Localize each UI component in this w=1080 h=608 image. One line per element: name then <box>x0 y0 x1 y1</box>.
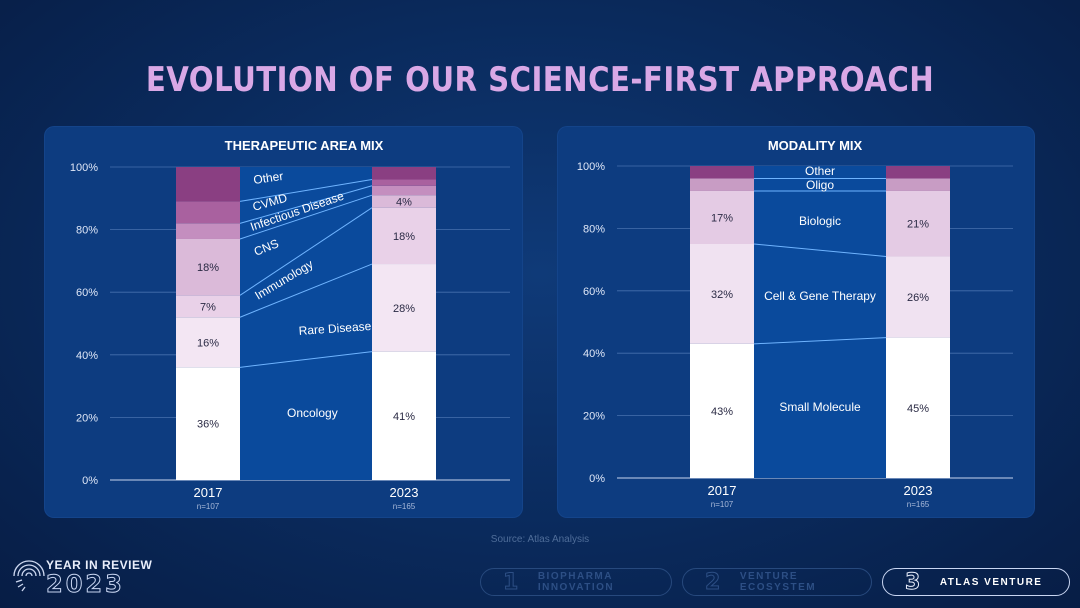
data-label: 17% <box>711 212 733 224</box>
nav-label: ATLAS VENTURE <box>939 576 1043 588</box>
data-label: 36% <box>197 419 219 431</box>
bar-segment <box>886 337 950 478</box>
bar-segment <box>886 166 950 179</box>
nav-number: 3 <box>905 569 922 595</box>
sample-size-label: n=165 <box>393 502 416 511</box>
bar-segment <box>886 190 950 257</box>
bar-segment <box>176 295 240 318</box>
flow-connector <box>239 351 373 368</box>
logo-line2: 2023 <box>46 570 125 599</box>
y-tick-label: 20% <box>76 412 98 424</box>
source-note: Source: Atlas Analysis <box>490 534 590 545</box>
data-label: 28% <box>393 303 415 315</box>
bar-segment <box>690 244 754 344</box>
data-label: 32% <box>711 289 733 301</box>
nav-label: BIOPHARMA INNOVATION <box>537 571 615 593</box>
sample-size-label: n=107 <box>711 500 734 509</box>
series-label: Other <box>252 169 284 187</box>
bar-segment <box>176 223 240 239</box>
bar-segment <box>690 166 754 179</box>
y-tick-label: 60% <box>76 287 98 299</box>
flow-area <box>754 166 886 478</box>
chart-title: MODALITY MIX <box>768 138 863 153</box>
bar-segment <box>176 367 240 480</box>
flow-area <box>240 167 372 480</box>
y-tick-label: 80% <box>583 223 605 235</box>
bar-segment <box>690 190 754 244</box>
data-label: 43% <box>711 406 733 418</box>
y-tick-label: 40% <box>583 348 605 360</box>
nav-label: VENTURE ECOSYSTEM <box>739 571 817 593</box>
bar-segment <box>886 256 950 338</box>
data-label: 18% <box>393 231 415 243</box>
sample-size-label: n=165 <box>907 500 930 509</box>
bar-segment <box>372 179 436 186</box>
flow-connector <box>239 194 373 240</box>
bar-segment <box>372 264 436 352</box>
bar-segment <box>690 178 754 191</box>
bar-segment <box>690 343 754 478</box>
series-label: Biologic <box>799 214 841 228</box>
page-title: EVOLUTION OF OUR SCIENCE-FIRST APPROACH <box>145 60 935 100</box>
data-label: 21% <box>907 219 929 231</box>
bar-segment <box>372 185 436 196</box>
data-label: 26% <box>907 292 929 304</box>
y-tick-label: 100% <box>577 161 605 173</box>
x-tick-label: 2023 <box>904 483 933 498</box>
series-label: Oncology <box>287 406 338 420</box>
x-tick-label: 2023 <box>390 485 419 500</box>
bar-segment <box>176 317 240 368</box>
y-tick-label: 0% <box>82 475 98 487</box>
bar-segment <box>176 201 240 224</box>
sample-size-label: n=107 <box>197 502 220 511</box>
spiral-logo-icon <box>13 560 45 592</box>
data-label: 18% <box>197 262 219 274</box>
flow-connector <box>753 243 887 257</box>
flow-connector <box>239 263 373 318</box>
bar-segment <box>372 351 436 480</box>
modality-chart-panel: MODALITY MIX 0% 20% 40% 60% 80% 100% 43% 32% 17% 2… <box>557 126 1035 518</box>
bar-segment <box>372 195 436 208</box>
modality-chart: MODALITY MIX 0% 20% 40% 60% 80% 100% 43% 32% 17% 2… <box>577 138 1013 509</box>
flow-connector <box>239 207 373 296</box>
nav-biopharma-innovation[interactable]: 1 BIOPHARMA INNOVATION <box>480 568 672 596</box>
x-tick-label: 2017 <box>708 483 737 498</box>
nav-atlas-venture[interactable]: 3 ATLAS VENTURE <box>882 568 1070 596</box>
bar-segment <box>372 167 436 180</box>
data-label: 16% <box>197 337 219 349</box>
bar-segment <box>886 178 950 191</box>
bar-segment <box>176 238 240 296</box>
chart-title: THERAPEUTIC AREA MIX <box>225 138 384 153</box>
year-in-review-logo: YEAR IN REVIEW 2023 <box>12 554 172 599</box>
nav-number: 1 <box>503 569 520 595</box>
therapeutic-area-chart-panel: THERAPEUTIC AREA MIX 0% 20% 40% 60% 80% 100% 36… <box>44 126 523 518</box>
y-tick-label: 20% <box>583 411 605 423</box>
data-label: 45% <box>907 403 929 415</box>
series-label: Small Molecule <box>779 400 861 414</box>
y-tick-label: 0% <box>589 473 605 485</box>
y-tick-label: 80% <box>76 225 98 237</box>
series-label: Rare Disease <box>298 319 372 338</box>
bar-segment <box>176 167 240 202</box>
logo-line1: YEAR IN REVIEW <box>46 558 153 572</box>
nav-venture-ecosystem[interactable]: 2 VENTURE ECOSYSTEM <box>682 568 872 596</box>
series-label: Other <box>805 164 835 178</box>
therapeutic-area-chart: THERAPEUTIC AREA MIX 0% 20% 40% 60% 80% 100% 36… <box>70 138 510 511</box>
series-label: Cell & Gene Therapy <box>764 289 876 303</box>
series-label: Oligo <box>806 178 834 192</box>
y-tick-label: 60% <box>583 286 605 298</box>
bar-segment <box>372 207 436 265</box>
flow-connector <box>239 179 373 202</box>
data-label: 4% <box>396 196 412 208</box>
flow-connector <box>753 337 887 345</box>
flow-connector <box>239 185 373 224</box>
y-tick-label: 100% <box>70 162 98 174</box>
x-tick-label: 2017 <box>194 485 223 500</box>
data-label: 41% <box>393 411 415 423</box>
nav-number: 2 <box>705 569 722 595</box>
y-tick-label: 40% <box>76 350 98 362</box>
data-label: 7% <box>200 301 216 313</box>
